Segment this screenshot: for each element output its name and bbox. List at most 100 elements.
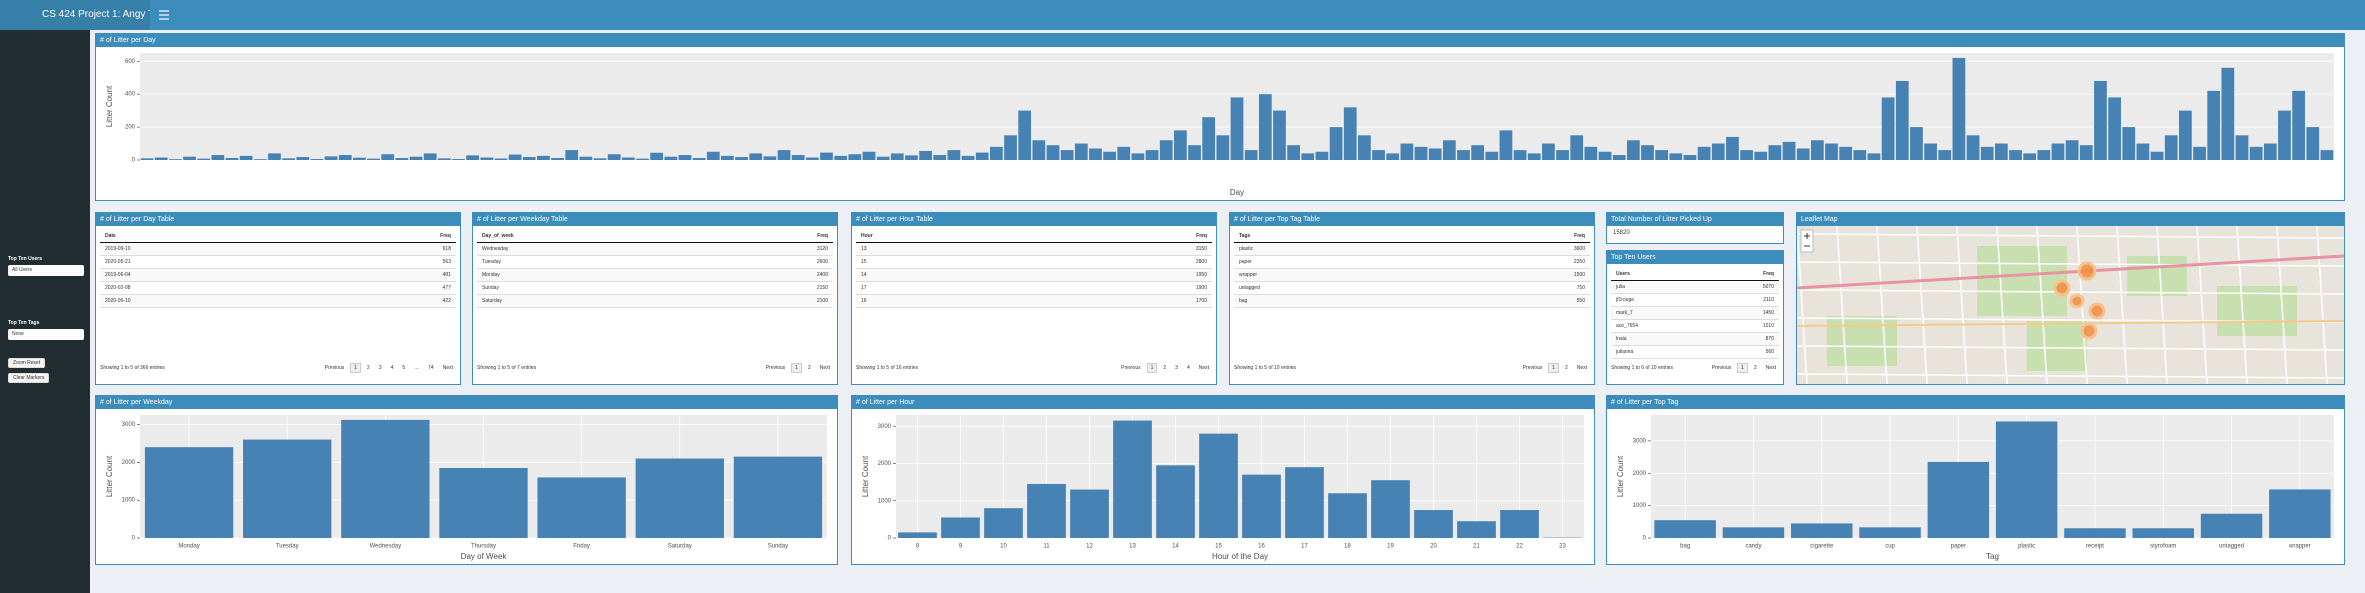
page-link[interactable]: Previous: [1522, 365, 1543, 371]
bar: [1131, 153, 1145, 160]
map[interactable]: [1796, 225, 2345, 385]
table-row: 16 1700: [856, 294, 1212, 308]
bar: [1113, 420, 1152, 538]
table-cell: 14: [856, 268, 1037, 282]
page-link[interactable]: Next: [1576, 365, 1587, 371]
page-link[interactable]: 2: [1163, 365, 1167, 371]
column-header[interactable]: Tags: [1234, 230, 1446, 243]
tag-select[interactable]: None: [8, 329, 84, 340]
page-link[interactable]: 1: [1737, 363, 1748, 373]
bar: [310, 159, 324, 160]
table-row: wrapper 1500: [1234, 268, 1590, 282]
cluster-marker[interactable]: [2077, 261, 2097, 281]
column-header[interactable]: Day_of_week: [477, 230, 714, 243]
menu-toggle[interactable]: [156, 0, 172, 30]
cluster-marker[interactable]: [2053, 279, 2071, 297]
bar: [367, 158, 380, 160]
page-link[interactable]: 2: [367, 365, 370, 371]
page-link[interactable]: 3: [1175, 365, 1178, 371]
bar: [2094, 80, 2107, 160]
bar: [621, 157, 635, 160]
bar: [2136, 143, 2150, 160]
user-select[interactable]: All Users: [8, 265, 84, 276]
page-link[interactable]: 1: [350, 363, 362, 373]
page-link[interactable]: 4: [1186, 365, 1190, 371]
bar: [984, 508, 1023, 538]
table-cell: 477: [324, 281, 456, 295]
zoom-button[interactable]: Zoom Reset: [8, 358, 46, 368]
page-link[interactable]: Previous: [324, 365, 345, 371]
cluster-marker[interactable]: [2088, 302, 2106, 320]
table-cell: 1700: [1036, 294, 1212, 308]
bar: [1159, 140, 1173, 160]
x-tick-label: bag: [1680, 544, 1690, 550]
page-link[interactable]: 74: [428, 365, 434, 371]
cluster-marker[interactable]: [2080, 322, 2098, 340]
street: [2276, 225, 2288, 385]
data-table: Day_of_week Freq Wednesday 3120 Tuesday 2600 M…: [477, 230, 833, 308]
page-link[interactable]: 1: [791, 363, 802, 373]
page-link[interactable]: 2: [1753, 365, 1757, 371]
bar: [2132, 528, 2194, 538]
box-title: # of Litter per Weekday Table: [473, 213, 837, 226]
page-link[interactable]: 2: [807, 365, 811, 371]
page-link[interactable]: 5: [402, 365, 406, 371]
bar: [494, 158, 508, 160]
bar: [947, 150, 961, 160]
page-link[interactable]: 2: [1564, 365, 1568, 371]
page-link[interactable]: Previous: [765, 365, 786, 371]
x-tick-label: 20: [1430, 544, 1437, 550]
bar: [1457, 150, 1470, 160]
bar: [1174, 130, 1187, 160]
column-header[interactable]: Hour: [856, 230, 1037, 243]
column-header[interactable]: Users: [1611, 268, 1713, 281]
bar: [1782, 141, 1796, 160]
street: [1796, 289, 2345, 295]
bar: [975, 152, 989, 160]
table-cell: 2600: [713, 255, 833, 269]
page-link[interactable]: …: [414, 365, 420, 371]
cluster-marker[interactable]: [2069, 293, 2085, 309]
day-box: # of Litter per Day 0 200 400 600 Day Litter C…: [95, 33, 2345, 201]
bar: [1216, 135, 1230, 160]
page-link[interactable]: Previous: [1121, 365, 1141, 371]
y-tick-label: 2000: [1633, 471, 1647, 477]
bar: [1060, 150, 1074, 160]
column-header[interactable]: Freq: [1445, 230, 1590, 243]
chart-box: # of Litter per Top Tag 0 1000 2000 3000 bag c…: [1606, 395, 2345, 565]
table-row: plastic 3600: [1234, 242, 1590, 256]
bar: [692, 158, 706, 160]
x-tick-label: paper: [1951, 544, 1966, 550]
bar: [341, 419, 430, 538]
bar: [1103, 151, 1116, 160]
page-link[interactable]: Next: [819, 365, 830, 371]
table-box: # of Litter per Weekday Table Day_of_week…: [472, 212, 838, 385]
column-header[interactable]: Freq: [713, 230, 833, 243]
bar: [2249, 146, 2263, 160]
highway: [1796, 254, 2345, 290]
page-link[interactable]: Next: [1765, 365, 1776, 371]
bar: [1839, 146, 1853, 160]
page-link[interactable]: Next: [1198, 365, 1209, 371]
box-body: [1796, 225, 2345, 385]
clear-button[interactable]: Clear Markers: [8, 373, 50, 383]
page-link[interactable]: 3: [378, 365, 382, 371]
bar: [1726, 136, 1739, 160]
table-cell: 750: [1445, 281, 1590, 295]
street: [1956, 225, 1968, 385]
page-link[interactable]: 1: [1146, 363, 1158, 373]
column-header[interactable]: Freq: [1712, 268, 1779, 281]
page-link[interactable]: Previous: [1711, 365, 1732, 371]
column-header[interactable]: Freq: [324, 230, 456, 243]
page-link[interactable]: 1: [1548, 363, 1559, 373]
bar: [1285, 467, 1324, 538]
box-title: # of Litter per Day Table: [96, 213, 460, 226]
table-cell: paper: [1234, 255, 1446, 269]
page-link[interactable]: Next: [442, 365, 453, 371]
table-cell: Wednesday: [477, 242, 714, 256]
bar: [508, 154, 522, 160]
column-header[interactable]: Freq: [1036, 230, 1212, 243]
bar: [1156, 465, 1195, 538]
page-link[interactable]: 4: [390, 365, 394, 371]
column-header[interactable]: Date: [100, 230, 325, 243]
